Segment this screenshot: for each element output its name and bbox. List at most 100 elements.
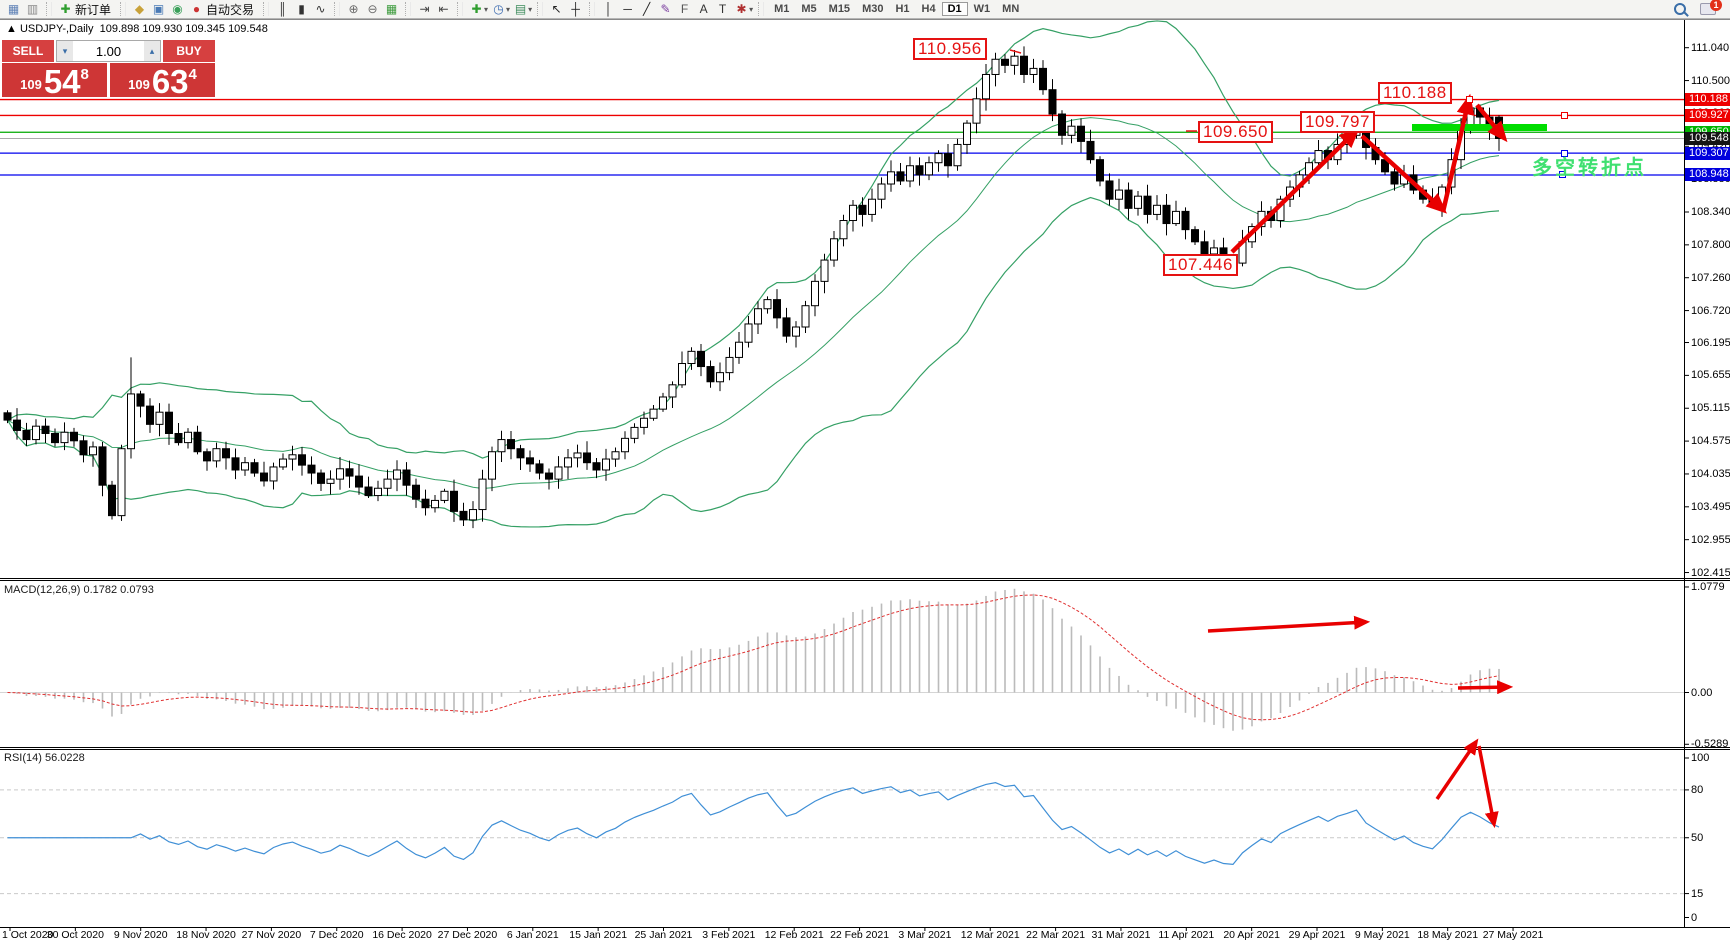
timeframe-w1-button[interactable]: W1 bbox=[973, 3, 991, 15]
toolbar-separator bbox=[46, 2, 52, 16]
date-axis-label: 15 Jan 2021 bbox=[569, 929, 628, 941]
vertical-line-icon[interactable]: │ bbox=[604, 2, 613, 16]
date-axis-label: 27 May 2021 bbox=[1482, 929, 1544, 941]
channel-icon[interactable]: ✎ bbox=[660, 2, 671, 16]
terminal-icon[interactable]: ▣ bbox=[152, 2, 165, 16]
cursor-icon[interactable]: ↖ bbox=[551, 2, 562, 16]
text-icon[interactable]: A bbox=[699, 2, 708, 16]
timeframe-m15-button[interactable]: M15 bbox=[828, 3, 851, 15]
auto-scroll-icon[interactable]: ⇥ bbox=[419, 2, 430, 16]
periods-icon-caret[interactable]: ▾ bbox=[506, 4, 511, 14]
level-drag-handle[interactable] bbox=[1561, 111, 1568, 119]
trendline-icon[interactable]: ╱ bbox=[642, 2, 651, 16]
toolbar-separator bbox=[405, 2, 412, 16]
volume-increase-button[interactable]: ▴ bbox=[144, 41, 160, 61]
bollinger-bands bbox=[6, 20, 1500, 528]
autotrading-icon-label[interactable]: 自动交易 bbox=[206, 2, 255, 17]
date-axis-label: 22 Mar 2021 bbox=[1026, 929, 1086, 941]
price-callout[interactable]: 109.797 bbox=[1300, 111, 1375, 133]
level-drag-handle[interactable] bbox=[1561, 149, 1568, 157]
arrows-tool-icon-caret[interactable]: ▾ bbox=[749, 4, 754, 14]
horizontal-line-icon[interactable]: ─ bbox=[623, 2, 632, 16]
trend-arrow bbox=[1477, 745, 1499, 829]
price-axis-tick: 106.720 bbox=[1691, 304, 1730, 317]
text-label-icon[interactable]: T bbox=[718, 2, 727, 16]
add-indicator-icon[interactable]: ✚ bbox=[471, 2, 482, 16]
price-callout[interactable]: 107.446 bbox=[1163, 254, 1238, 276]
tile-windows-icon[interactable]: ▦ bbox=[385, 2, 398, 16]
trend-arrow bbox=[1207, 615, 1371, 633]
date-axis-label: 3 Feb 2021 bbox=[702, 929, 756, 941]
volume-input[interactable]: 1.00 bbox=[73, 41, 144, 61]
date-axis-label: 18 May 2021 bbox=[1417, 929, 1479, 941]
template-icon-caret[interactable]: ▾ bbox=[528, 4, 533, 14]
buy-price[interactable]: 109 63 4 bbox=[110, 63, 215, 98]
candles bbox=[3, 46, 1503, 529]
price-axis-tick: 105.655 bbox=[1691, 369, 1730, 382]
timeframe-m1-button[interactable]: M1 bbox=[774, 3, 790, 15]
toolbar-separator bbox=[263, 2, 270, 16]
price-callout[interactable]: 110.956 bbox=[913, 38, 987, 60]
chart-shift-icon[interactable]: ⇤ bbox=[438, 2, 449, 16]
timeframe-m5-button[interactable]: M5 bbox=[801, 3, 817, 15]
price-level-badge: 109.548 bbox=[1685, 131, 1730, 145]
rsi-axis-tick: 15 bbox=[1691, 887, 1704, 900]
timeframe-d1-button[interactable]: D1 bbox=[941, 2, 968, 16]
macd-indicator-label: MACD(12,26,9) 0.1782 0.0793 bbox=[4, 584, 154, 596]
toolbar: ▦ ▥ ✚ 新订单 ◆ ▣ ◉ ● 自动交易 ║ ▮ ∿ ⊕ ⊖ ▦ ⇥ ⇤ ✚ ▾ ◷ ▾ ▤ ▾ ↖ ┼ │ ─ ╱ ✎ F A T ✱ ▾ M… bbox=[0, 0, 1730, 19]
autotrading-icon[interactable]: ● bbox=[192, 2, 201, 16]
chart-window-icon[interactable]: ▦ bbox=[7, 2, 20, 16]
price-callout[interactable]: 109.650 bbox=[1198, 121, 1273, 143]
bull-bear-turning-point-note[interactable]: 多空转折点 bbox=[1532, 157, 1647, 179]
bar-chart-icon[interactable]: ║ bbox=[278, 2, 287, 16]
timeframe-h1-button[interactable]: H1 bbox=[895, 3, 910, 15]
price-callout[interactable]: 110.188 bbox=[1378, 82, 1452, 104]
new-order-icon-label[interactable]: 新订单 bbox=[75, 2, 112, 17]
fibonacci-icon[interactable]: F bbox=[680, 2, 689, 16]
rsi-axis-tick: 100 bbox=[1691, 752, 1710, 764]
date-axis-label: 25 Jan 2021 bbox=[634, 929, 693, 941]
date-axis-label: 27 Dec 2020 bbox=[437, 929, 498, 941]
signals-icon[interactable]: ◉ bbox=[172, 2, 183, 16]
date-axis-label: 16 Dec 2020 bbox=[372, 929, 432, 941]
market-watch-icon[interactable]: ◆ bbox=[134, 2, 145, 16]
new-order-icon[interactable]: ✚ bbox=[60, 2, 71, 16]
date-axis-label: 7 Dec 2020 bbox=[309, 929, 364, 941]
timeframe-m30-button[interactable]: M30 bbox=[862, 3, 884, 15]
price-axis-tick: 107.260 bbox=[1691, 271, 1730, 284]
toolbar-separator bbox=[537, 2, 544, 16]
trend-arrow bbox=[1230, 127, 1360, 254]
candlestick-chart-icon[interactable]: ▮ bbox=[298, 2, 305, 16]
arrows-tool-icon[interactable]: ✱ bbox=[736, 2, 747, 16]
buy-price-prefix: 109 bbox=[128, 77, 150, 92]
template-icon[interactable]: ▤ bbox=[514, 2, 527, 16]
rsi-axis-tick: 50 bbox=[1691, 831, 1704, 844]
price-axis-tick: 105.115 bbox=[1691, 402, 1730, 415]
timeframe-mn-button[interactable]: MN bbox=[1002, 3, 1020, 15]
price-level-badge: 108.948 bbox=[1685, 168, 1730, 182]
zoom-out-icon[interactable]: ⊖ bbox=[367, 2, 378, 16]
line-chart-icon[interactable]: ∿ bbox=[315, 2, 326, 16]
date-axis-label: 22 Feb 2021 bbox=[830, 929, 890, 941]
volume-decrease-button[interactable]: ▾ bbox=[57, 41, 73, 61]
level-drag-handle[interactable] bbox=[1466, 96, 1473, 104]
timeframe-h4-button[interactable]: H4 bbox=[921, 3, 936, 15]
print-preview-icon[interactable]: ▥ bbox=[26, 2, 39, 16]
toolbar-separator bbox=[334, 2, 341, 16]
zoom-in-icon[interactable]: ⊕ bbox=[348, 2, 359, 16]
add-indicator-icon-caret[interactable]: ▾ bbox=[484, 4, 489, 14]
price-level-badge: 109.307 bbox=[1685, 146, 1730, 160]
crosshair-icon[interactable]: ┼ bbox=[571, 2, 580, 16]
sell-button[interactable]: SELL bbox=[2, 40, 54, 62]
trend-arrow bbox=[1457, 680, 1514, 695]
periods-icon[interactable]: ◷ bbox=[493, 2, 504, 16]
level-drag-handle[interactable] bbox=[1559, 171, 1566, 179]
sell-price[interactable]: 109 54 8 bbox=[2, 63, 107, 98]
price-axis-tick: 108.340 bbox=[1691, 205, 1730, 218]
search-icon[interactable] bbox=[1674, 3, 1686, 15]
price-axis-tick: 111.040 bbox=[1691, 41, 1730, 54]
buy-button[interactable]: BUY bbox=[163, 40, 215, 62]
chat-icon[interactable]: 1 bbox=[1700, 0, 1722, 15]
